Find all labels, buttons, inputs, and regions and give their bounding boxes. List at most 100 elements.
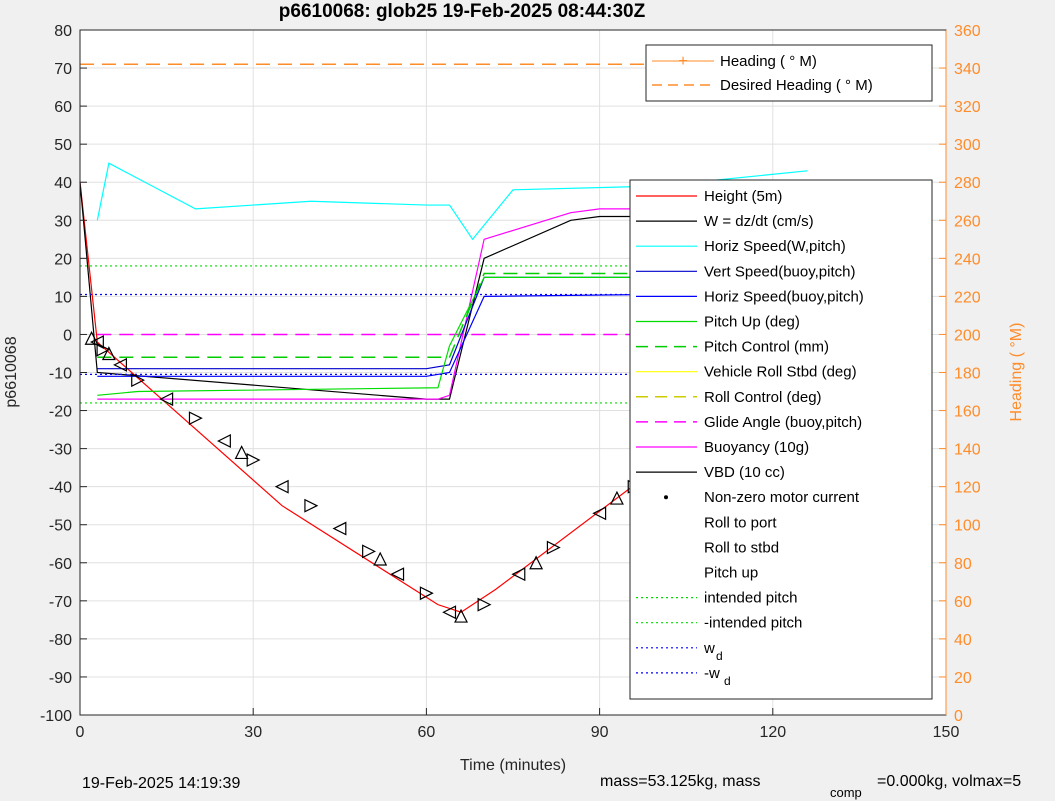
series-horiz-speed-buoy-pitch-line xyxy=(97,291,808,377)
roll-to-port-marker xyxy=(332,521,347,536)
legend-label: VBD (10 cc) xyxy=(704,464,785,481)
y2-tick-label: 220 xyxy=(954,289,981,306)
pitch-up-marker xyxy=(234,445,249,460)
pitch-up-marker xyxy=(609,490,624,505)
y2-tick-label: 280 xyxy=(954,175,981,192)
legend-main-box xyxy=(629,179,933,700)
roll-to-stbd-marker xyxy=(477,597,492,612)
y2-tick-label: 100 xyxy=(954,518,981,535)
y-tick-label: 70 xyxy=(54,61,72,78)
roll-to-port-marker xyxy=(216,434,231,448)
roll-to-stbd-marker xyxy=(188,411,203,426)
axes: 0 30 60 90 120 15080706050403020100-10-20-30-… xyxy=(40,23,981,741)
legend-label: Vert Speed(buoy,pitch) xyxy=(704,263,855,280)
roll-to-port-marker xyxy=(113,357,128,372)
y-tick-label: 30 xyxy=(54,213,72,230)
y2-tick-label: 140 xyxy=(954,442,981,459)
legend-swatch xyxy=(664,495,668,500)
legend-label: Roll to port xyxy=(704,514,777,531)
y2-tick-label: 120 xyxy=(954,480,981,497)
series-horiz-speed-w-pitch-line xyxy=(96,162,808,241)
series-buoyancy-10g-line xyxy=(97,208,808,400)
y-axis-label: p6610068 xyxy=(3,336,20,407)
legend-subscript: d xyxy=(716,649,723,663)
legend-top-heading-marker: + xyxy=(678,53,687,70)
y2-tick-label: 160 xyxy=(954,404,981,421)
legend-label: Buoyancy (10g) xyxy=(704,439,809,456)
legend-label: -w xyxy=(704,665,720,682)
roll-to-port-marker xyxy=(511,567,526,582)
y2-tick-label: 360 xyxy=(954,23,981,40)
legend-top-desired-label: Desired Heading ( ° M) xyxy=(720,77,873,94)
legend-top-box xyxy=(645,44,933,102)
y2-tick-label: 60 xyxy=(954,594,972,611)
legend-label: Pitch up xyxy=(704,565,758,582)
legend-label: Horiz Speed(W,pitch) xyxy=(704,238,846,255)
x-tick-label: 120 xyxy=(759,724,786,741)
y-tick-label: -80 xyxy=(49,632,72,649)
legend-label: Glide Angle (buoy,pitch) xyxy=(704,414,862,431)
y2-axis-label: Heading ( °M) xyxy=(1008,323,1025,422)
legend-label: Height (5m) xyxy=(704,188,782,205)
legend-label: Horiz Speed(buoy,pitch) xyxy=(704,288,864,305)
y-tick-label: 50 xyxy=(54,137,72,154)
y2-tick-label: 260 xyxy=(954,213,981,230)
footer-timestamp: 19-Feb-2025 14:19:39 xyxy=(82,775,240,792)
pitch-up-marker xyxy=(101,346,116,361)
y-tick-label: -10 xyxy=(49,366,72,383)
y2-tick-label: 20 xyxy=(954,670,972,687)
y-tick-label: 80 xyxy=(54,23,72,40)
y-tick-label: 10 xyxy=(54,289,72,306)
y2-tick-label: 40 xyxy=(954,632,972,649)
y2-tick-label: 200 xyxy=(954,327,981,344)
legend-label: -intended pitch xyxy=(704,615,802,632)
legend-label: Roll Control (deg) xyxy=(704,389,822,406)
y-tick-label: -70 xyxy=(49,594,72,611)
y2-tick-label: 240 xyxy=(954,251,981,268)
x-axis-label: Time (minutes) xyxy=(460,757,566,774)
chart-title: p6610068: glob25 19-Feb-2025 08:44:30Z xyxy=(279,1,646,22)
legend-label: Non-zero motor current xyxy=(704,489,860,506)
legend-label: Pitch Up (deg) xyxy=(704,314,800,331)
y-tick-label: -90 xyxy=(49,670,72,687)
series-pitch-control-mm-line xyxy=(97,272,808,359)
y-tick-label: -50 xyxy=(49,518,72,535)
footer-comp-subscript: comp xyxy=(830,785,862,800)
footer-mass: mass=53.125kg, mass xyxy=(600,773,761,790)
x-tick-label: 150 xyxy=(933,724,960,741)
y-tick-label: -40 xyxy=(49,480,72,497)
series-pitch-up-deg-line xyxy=(97,276,808,396)
roll-to-stbd-marker xyxy=(419,586,434,601)
roll-to-port-marker xyxy=(159,392,174,407)
x-tick-label: 60 xyxy=(418,724,436,741)
legend-subscript: d xyxy=(724,674,731,688)
legend-main: Height (5m) W = dz/dt (cm/s) Horiz Speed(W… xyxy=(629,179,933,700)
roll-to-stbd-marker xyxy=(362,544,377,559)
y-tick-label: -20 xyxy=(49,404,72,421)
legend-label: w xyxy=(703,640,715,657)
y-tick-label: 60 xyxy=(54,99,72,116)
roll-to-stbd-marker xyxy=(304,498,319,513)
footer-volmax: =0.000kg, volmax=5 xyxy=(877,773,1021,790)
y-tick-label: 0 xyxy=(63,327,72,344)
roll-to-stbd-marker xyxy=(546,540,561,555)
y2-tick-label: 300 xyxy=(954,137,981,154)
y-tick-label: -30 xyxy=(49,442,72,459)
legend-top: + Heading ( ° M) Desired Heading ( ° M) xyxy=(645,44,933,102)
y2-tick-label: 0 xyxy=(954,708,963,725)
y2-tick-label: 180 xyxy=(954,366,981,383)
legend-label: intended pitch xyxy=(704,590,797,607)
roll-to-stbd-marker xyxy=(96,342,111,357)
roll-to-port-marker xyxy=(390,567,405,582)
legend-top-heading-label: Heading ( ° M) xyxy=(720,53,817,70)
y-tick-label: 40 xyxy=(54,175,72,192)
y-tick-label: -60 xyxy=(49,556,72,573)
pitch-up-marker xyxy=(454,608,469,623)
roll-to-port-marker xyxy=(442,605,457,620)
y-tick-label: -100 xyxy=(40,708,72,725)
pitch-up-marker xyxy=(84,330,99,345)
legend-label: Pitch Control (mm) xyxy=(704,339,829,356)
legend-label: W = dz/dt (cm/s) xyxy=(704,213,814,230)
x-tick-label: 30 xyxy=(244,724,262,741)
